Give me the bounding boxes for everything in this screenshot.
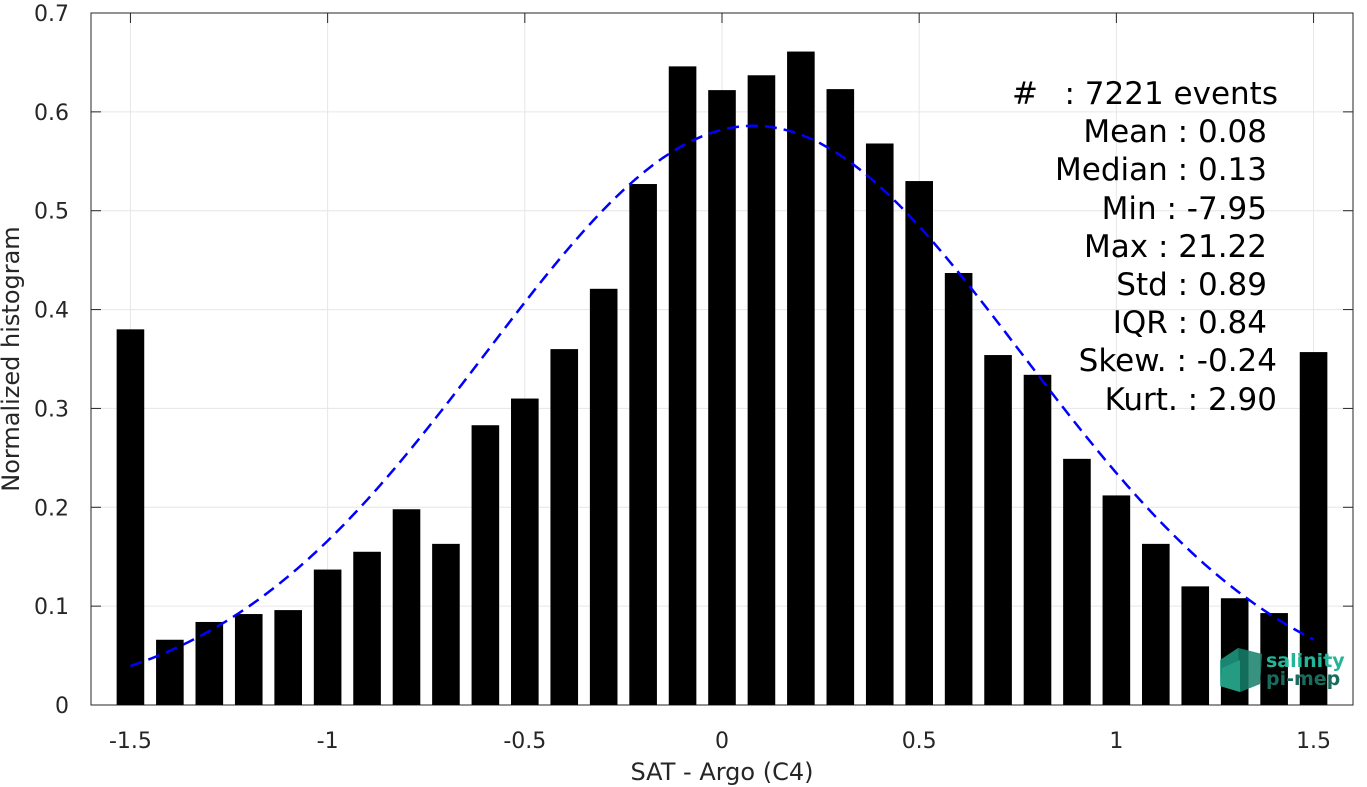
histogram-bar <box>432 543 460 705</box>
histogram-bar <box>747 75 776 705</box>
stat-median: Median : 0.13 <box>1055 152 1267 188</box>
y-tick-label: 0.6 <box>34 101 69 126</box>
stat-min: Min : -7.95 <box>1102 191 1267 227</box>
histogram-bar <box>392 509 421 705</box>
histogram-bar <box>1063 458 1091 705</box>
histogram-bar <box>313 569 342 705</box>
stat-skewness: Skew. : -0.24 <box>1079 343 1277 379</box>
histogram-bar <box>1181 586 1210 705</box>
histogram-bar <box>511 398 539 705</box>
histogram-bar <box>1023 374 1052 705</box>
histogram-bar <box>629 184 657 706</box>
y-tick-label: 0.5 <box>34 200 69 225</box>
histogram-bar <box>1142 543 1170 705</box>
logo-text-pi-mep: pi-mep <box>1266 668 1340 690</box>
histogram-bar <box>1102 495 1131 705</box>
histogram-bars <box>116 51 1328 706</box>
histogram-bar <box>353 551 381 705</box>
histogram-bar <box>589 288 618 705</box>
stat-count-label: # <box>1012 76 1038 112</box>
x-tick-label: 0 <box>715 729 729 754</box>
histogram-bar <box>984 355 1012 705</box>
stat-count-value: : 7221 events <box>1065 76 1279 112</box>
histogram-bar <box>550 349 579 705</box>
y-tick-label: 0.3 <box>34 397 69 422</box>
x-tick-label: -1.5 <box>109 729 152 754</box>
histogram-bar <box>905 181 933 706</box>
cube-logo-icon <box>1220 648 1262 692</box>
histogram-bar <box>274 610 302 705</box>
statistics-annotation: # : 7221 events Mean : 0.08 Median : 0.1… <box>1012 76 1278 418</box>
stat-kurtosis: Kurt. : 2.90 <box>1105 382 1277 418</box>
y-tick-label: 0.4 <box>34 299 69 324</box>
normal-fit-curve <box>130 124 1315 668</box>
histogram-bar <box>234 614 263 705</box>
stat-iqr: IQR : 0.84 <box>1113 305 1267 341</box>
x-tick-labels: -1.5 -1 -0.5 0 0.5 1 1.5 <box>109 729 1331 754</box>
x-tick-label: -1 <box>317 729 339 754</box>
x-tick-label: 1.5 <box>1296 729 1331 754</box>
x-tick-label: 0.5 <box>902 729 937 754</box>
y-tick-label: 0.7 <box>34 2 69 27</box>
histogram-bar <box>471 425 500 705</box>
histogram-bar <box>116 329 145 705</box>
histogram-bar <box>787 51 815 706</box>
histogram-bar <box>1299 352 1328 705</box>
x-axis-label: SAT - Argo (C4) <box>631 758 814 786</box>
logo-text-salinity: salinity <box>1266 650 1345 672</box>
x-tick-label: -0.5 <box>503 729 546 754</box>
histogram-bar <box>944 272 973 705</box>
x-tick-label: 1 <box>1109 729 1123 754</box>
histogram-bar <box>195 621 224 705</box>
histogram-bar <box>708 90 736 705</box>
y-tick-label: 0.2 <box>34 496 69 521</box>
y-tick-labels: 0 0.1 0.2 0.3 0.4 0.5 0.6 0.7 <box>34 2 69 719</box>
histogram-bar <box>1260 613 1288 705</box>
stat-max: Max : 21.22 <box>1084 229 1267 265</box>
stat-mean: Mean : 0.08 <box>1083 114 1267 150</box>
y-tick-label: 0.1 <box>34 595 69 620</box>
histogram-bar <box>865 143 894 705</box>
y-axis-label: Normalized histogram <box>0 226 25 491</box>
histogram-bar <box>668 66 697 705</box>
histogram-bar <box>826 89 855 706</box>
salinity-pi-mep-logo: salinity pi-mep <box>1220 648 1345 692</box>
y-tick-label: 0 <box>55 694 69 719</box>
stat-std: Std : 0.89 <box>1116 267 1267 303</box>
